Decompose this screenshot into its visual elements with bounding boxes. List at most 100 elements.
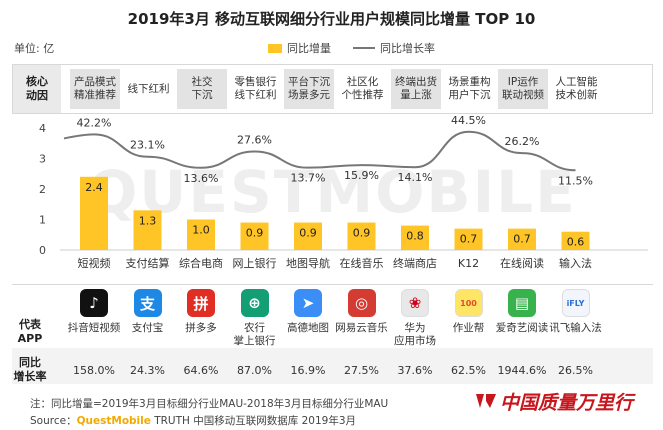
growth-value: 37.6% (397, 364, 433, 377)
x-tick-label: 短视频 (78, 256, 111, 270)
chart-title: 2019年3月 移动互联网细分行业用户规模同比增量 TOP 10 (127, 10, 536, 28)
bar-value-label: 0.7 (460, 233, 478, 246)
footnote: 注：同比增量=2019年3月目标细分行业MAU-2018年3月目标细分行业MAU (30, 398, 389, 410)
bar (294, 222, 322, 250)
driver-cell: 平台下沉 场景多元 (284, 69, 334, 109)
x-tick-label: 在线阅读 (500, 256, 544, 270)
legend-bar-label: 同比增量 (287, 42, 331, 55)
growth-rate-label: 13.7% (291, 172, 326, 185)
growth-rate-label: 44.5% (451, 114, 486, 127)
x-tick-label: K12 (458, 257, 479, 270)
bar-value-label: 0.9 (299, 227, 317, 240)
driver-cell: 产品模式 精准推荐 (70, 69, 120, 109)
driver-cell: 社区化 个性推荐 (341, 76, 384, 101)
growth-rate-label: 27.6% (237, 133, 272, 146)
legend-line-label: 同比增长率 (380, 42, 435, 55)
apps-header: 代表 APP (17, 318, 43, 345)
x-tick-label: 在线音乐 (340, 256, 384, 270)
driver-cell: 社交 下沉 (177, 69, 227, 109)
app-name: 网易云音乐 (335, 322, 388, 334)
bar-value-label: 0.9 (353, 227, 371, 240)
bar (508, 228, 536, 250)
x-tick-label: 终端商店 (393, 256, 437, 270)
legend: 同比增量 同比增长率 (268, 40, 435, 56)
growth-rate-label: 13.6% (184, 172, 219, 185)
source-suffix: TRUTH 中国移动互联网数据库 2019年3月 (150, 415, 356, 427)
y-tick-label: 3 (39, 153, 46, 166)
bar-value-label: 0.9 (246, 227, 264, 240)
growth-value: 16.9% (290, 364, 326, 377)
apps-row (12, 284, 653, 336)
legend-line-swatch (353, 47, 375, 49)
growth-rate-label: 26.2% (505, 135, 540, 148)
corner-logo: 中国质量万里行 (500, 392, 634, 414)
zuoyebang-icon: 100 (454, 289, 483, 317)
iqiyi-read-icon: ▤ (508, 289, 536, 317)
x-tick-label: 综合电商 (179, 256, 223, 270)
bar-value-label: 2.4 (85, 181, 103, 194)
bar (240, 222, 269, 250)
alipay-icon: 支 (133, 289, 162, 317)
app-name: 支付宝 (131, 322, 164, 334)
y-tick-label: 4 (39, 122, 46, 135)
app-name: 抖音短视频 (67, 322, 121, 334)
iflytek-icon: iFLY (561, 289, 590, 317)
growth-value: 26.5% (558, 364, 593, 377)
growth-rate-label: 11.5% (558, 174, 593, 187)
y-tick-label: 1 (39, 214, 46, 227)
legend-bar-swatch (268, 43, 282, 53)
pinduoduo-icon: 拼 (187, 289, 215, 317)
source-line: Source：QuestMobile TRUTH 中国移动互联网数据库 2019… (30, 413, 356, 428)
bar-value-label: 1.3 (139, 214, 157, 227)
growth-row (12, 348, 653, 384)
growth-value: 158.0% (73, 364, 115, 377)
amap-icon: ➤ (294, 289, 322, 317)
driver-cell: 零售银行 线下红利 (234, 76, 277, 101)
bar-value-label: 0.8 (406, 230, 424, 243)
growth-rate-label: 14.1% (398, 171, 433, 184)
app-name: 农行 掌上银行 (233, 322, 276, 347)
bar (454, 228, 483, 250)
growth-rate-line (63, 130, 576, 172)
growth-rate-label: 23.1% (130, 139, 165, 152)
y-tick-label: 2 (39, 183, 46, 196)
unit-label: 单位: 亿 (14, 42, 55, 55)
app-name: 讯飞输入法 (549, 322, 602, 334)
growth-rate-label: 15.9% (344, 169, 379, 182)
growth-value: 1944.6% (497, 364, 547, 377)
corner-logo-mark-icon (476, 394, 496, 408)
bar-value-label: 0.6 (567, 236, 585, 249)
driver-header: 核心 动因 (13, 65, 61, 113)
bar (187, 219, 215, 250)
app-name: 华为 应用市场 (394, 322, 436, 347)
driver-cell: 线下红利 (127, 82, 170, 95)
app-name: 拼多多 (185, 322, 217, 334)
abc-bank-icon: ⊕ (240, 289, 269, 317)
bar (80, 176, 108, 250)
bar-value-label: 0.7 (513, 233, 531, 246)
growth-value: 64.6% (183, 364, 219, 377)
driver-cell: IP运作 联动视频 (498, 69, 548, 109)
app-name: 作业帮 (452, 322, 485, 334)
bar (401, 225, 429, 250)
growth-value: 62.5% (451, 364, 486, 377)
growth-value: 87.0% (237, 364, 272, 377)
growth-value: 27.5% (344, 364, 379, 377)
huawei-appgallery-icon: ❀ (401, 289, 429, 317)
netease-music-icon: ◎ (347, 289, 376, 317)
bar-value-label: 1.0 (192, 224, 210, 237)
tiktok-icon: ♪ (80, 289, 108, 317)
x-tick-label: 地图导航 (286, 256, 330, 270)
growth-value: 24.3% (130, 364, 165, 377)
bar (347, 222, 376, 250)
y-tick-label: 0 (39, 244, 46, 257)
app-name: 爱奇艺阅读 (495, 322, 549, 334)
bar (561, 231, 590, 250)
app-name: 高德地图 (287, 322, 329, 334)
driver-cell: 人工智能 技术创新 (555, 76, 598, 101)
source-prefix: Source： (30, 415, 77, 427)
bar (133, 210, 162, 250)
growth-rate-label: 42.2% (77, 116, 112, 129)
x-tick-label: 输入法 (559, 256, 592, 270)
driver-row: 核心 动因 产品模式 精准推荐 线下红利 社交 下沉 零售银行 线下红利 平台下沉 场景多元 社区化… (12, 64, 653, 114)
